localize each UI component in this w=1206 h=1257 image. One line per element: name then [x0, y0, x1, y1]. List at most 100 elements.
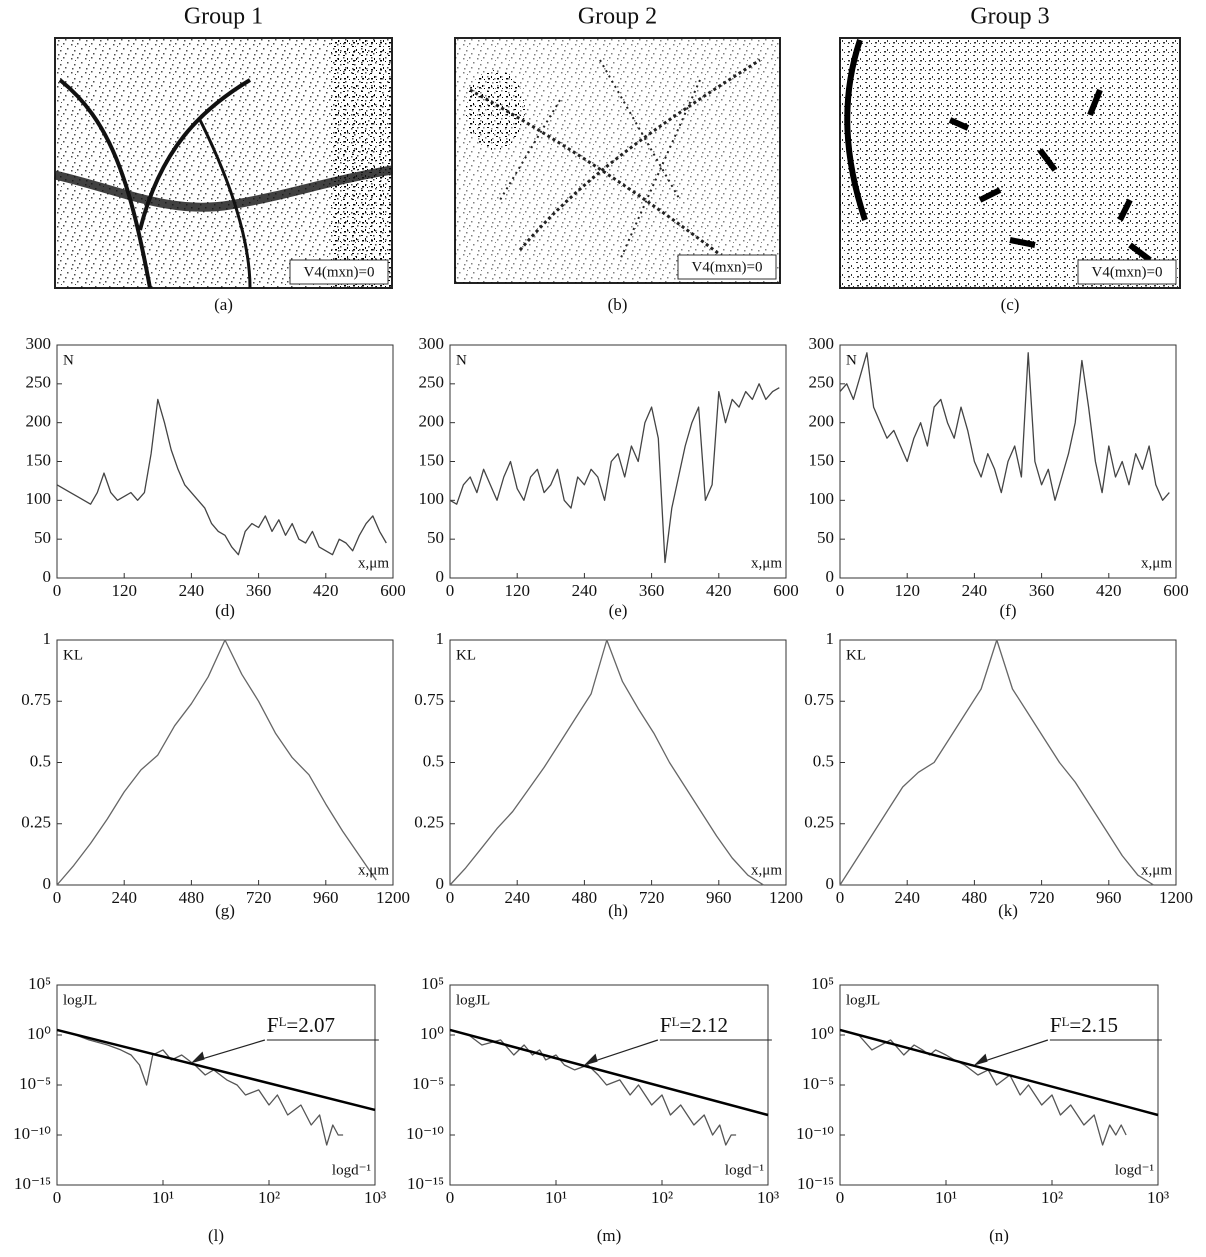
y-axis-label: N — [456, 352, 467, 368]
plot-frame — [56, 344, 394, 579]
y-tick-label: 50 — [427, 528, 444, 547]
x-tick-label: 120 — [504, 581, 530, 600]
y-tick-label: 0 — [43, 567, 52, 586]
y-tick-label: 1 — [43, 629, 52, 648]
x-tick-label: 960 — [313, 888, 339, 907]
image-caption: (a) — [214, 295, 233, 314]
x-tick-label: 10³ — [757, 1188, 779, 1207]
y-tick-label: 100 — [419, 489, 445, 508]
y-tick-label: 200 — [419, 412, 445, 431]
x-tick-label: 10³ — [1147, 1188, 1169, 1207]
x-axis-label: logd⁻¹ — [725, 1162, 764, 1178]
annotation-arrow — [589, 1039, 659, 1064]
x-tick-label: 600 — [773, 581, 799, 600]
x-axis-label: x,μm — [1141, 555, 1172, 571]
image-caption: (c) — [1001, 295, 1020, 314]
y-axis-label: N — [846, 352, 857, 368]
annotation: Fᴸ=2.15 — [1050, 1013, 1118, 1037]
panel-caption: (f) — [1000, 601, 1017, 620]
y-tick-label: 10⁻¹⁰ — [13, 1124, 51, 1143]
y-tick-label: 0.75 — [21, 690, 51, 709]
data-line — [839, 1029, 1127, 1146]
x-tick-label: 0 — [53, 581, 62, 600]
y-tick-label: 150 — [26, 450, 52, 469]
y-tick-label: 300 — [26, 334, 52, 353]
annotation-arrow — [979, 1039, 1049, 1064]
annotation: Fᴸ=2.12 — [660, 1013, 728, 1037]
y-tick-label: 200 — [26, 412, 52, 431]
plot-frame — [449, 639, 787, 886]
y-tick-label: 250 — [809, 373, 835, 392]
y-tick-label: 10⁻¹⁵ — [407, 1174, 444, 1193]
y-tick-label: 300 — [809, 334, 835, 353]
y-axis-label: logJL — [456, 992, 490, 1008]
y-tick-label: 0.25 — [21, 813, 51, 832]
y-tick-label: 1 — [436, 629, 445, 648]
x-tick-label: 120 — [894, 581, 920, 600]
image-caption: (b) — [608, 295, 628, 314]
y-tick-label: 50 — [34, 528, 51, 547]
image-label: V4(mxn)=0 — [1092, 264, 1163, 280]
label-box — [289, 259, 389, 285]
data-line — [839, 352, 1170, 501]
y-tick-label: 300 — [419, 334, 445, 353]
y-tick-label: 50 — [817, 528, 834, 547]
y-axis-label: KL — [63, 647, 83, 663]
panel-caption: (n) — [989, 1226, 1009, 1245]
group-title: Group 2 — [578, 4, 657, 30]
y-tick-label: 10⁰ — [27, 1024, 51, 1043]
x-tick-label: 1200 — [1159, 888, 1193, 907]
x-tick-label: 1200 — [376, 888, 410, 907]
y-tick-label: 10⁰ — [420, 1024, 444, 1043]
x-axis-label: logd⁻¹ — [1115, 1162, 1154, 1178]
y-tick-label: 10⁻¹⁰ — [796, 1124, 834, 1143]
y-tick-label: 10⁰ — [810, 1024, 834, 1043]
data-line — [56, 398, 387, 556]
x-axis-label: x,μm — [358, 555, 389, 571]
x-tick-label: 240 — [179, 581, 205, 600]
x-tick-label: 420 — [313, 581, 339, 600]
x-tick-label: 1200 — [769, 888, 803, 907]
data-line — [449, 383, 780, 564]
y-tick-label: 10⁻¹⁵ — [797, 1174, 834, 1193]
x-tick-label: 240 — [894, 888, 920, 907]
arrow-head — [583, 1053, 598, 1066]
y-axis-label: KL — [846, 647, 866, 663]
x-tick-label: 960 — [1096, 888, 1122, 907]
x-tick-label: 600 — [1163, 581, 1189, 600]
data-line — [56, 1029, 344, 1146]
y-tick-label: 10⁻⁵ — [802, 1074, 834, 1093]
y-tick-label: 0 — [826, 567, 835, 586]
label-box — [1077, 259, 1177, 285]
y-tick-label: 100 — [809, 489, 835, 508]
data-line — [56, 639, 377, 886]
group-title: Group 3 — [970, 4, 1049, 30]
annotation: Fᴸ=2.07 — [267, 1013, 335, 1037]
y-tick-label: 0 — [43, 874, 52, 893]
x-tick-label: 10² — [1041, 1188, 1063, 1207]
fit-line — [56, 1028, 376, 1112]
x-tick-label: 960 — [706, 888, 732, 907]
y-tick-label: 0 — [436, 874, 445, 893]
x-tick-label: 240 — [504, 888, 530, 907]
x-axis-label: x,μm — [751, 555, 782, 571]
y-tick-label: 0 — [436, 567, 445, 586]
arrow-head — [973, 1053, 988, 1066]
fit-line — [449, 1028, 769, 1117]
y-tick-label: 10⁻⁵ — [412, 1074, 444, 1093]
x-tick-label: 360 — [639, 581, 665, 600]
x-tick-label: 10¹ — [152, 1188, 174, 1207]
y-tick-label: 0.25 — [414, 813, 444, 832]
y-tick-label: 150 — [809, 450, 835, 469]
x-tick-label: 0 — [836, 1188, 845, 1207]
x-tick-label: 0 — [53, 1188, 62, 1207]
x-tick-label: 720 — [246, 888, 272, 907]
x-tick-label: 360 — [246, 581, 272, 600]
y-tick-label: 10⁻¹⁰ — [406, 1124, 444, 1143]
y-tick-label: 150 — [419, 450, 445, 469]
y-tick-label: 0.5 — [30, 751, 51, 770]
y-axis-label: N — [63, 352, 74, 368]
panel-caption: (k) — [998, 901, 1018, 920]
arrow-head — [190, 1051, 205, 1064]
